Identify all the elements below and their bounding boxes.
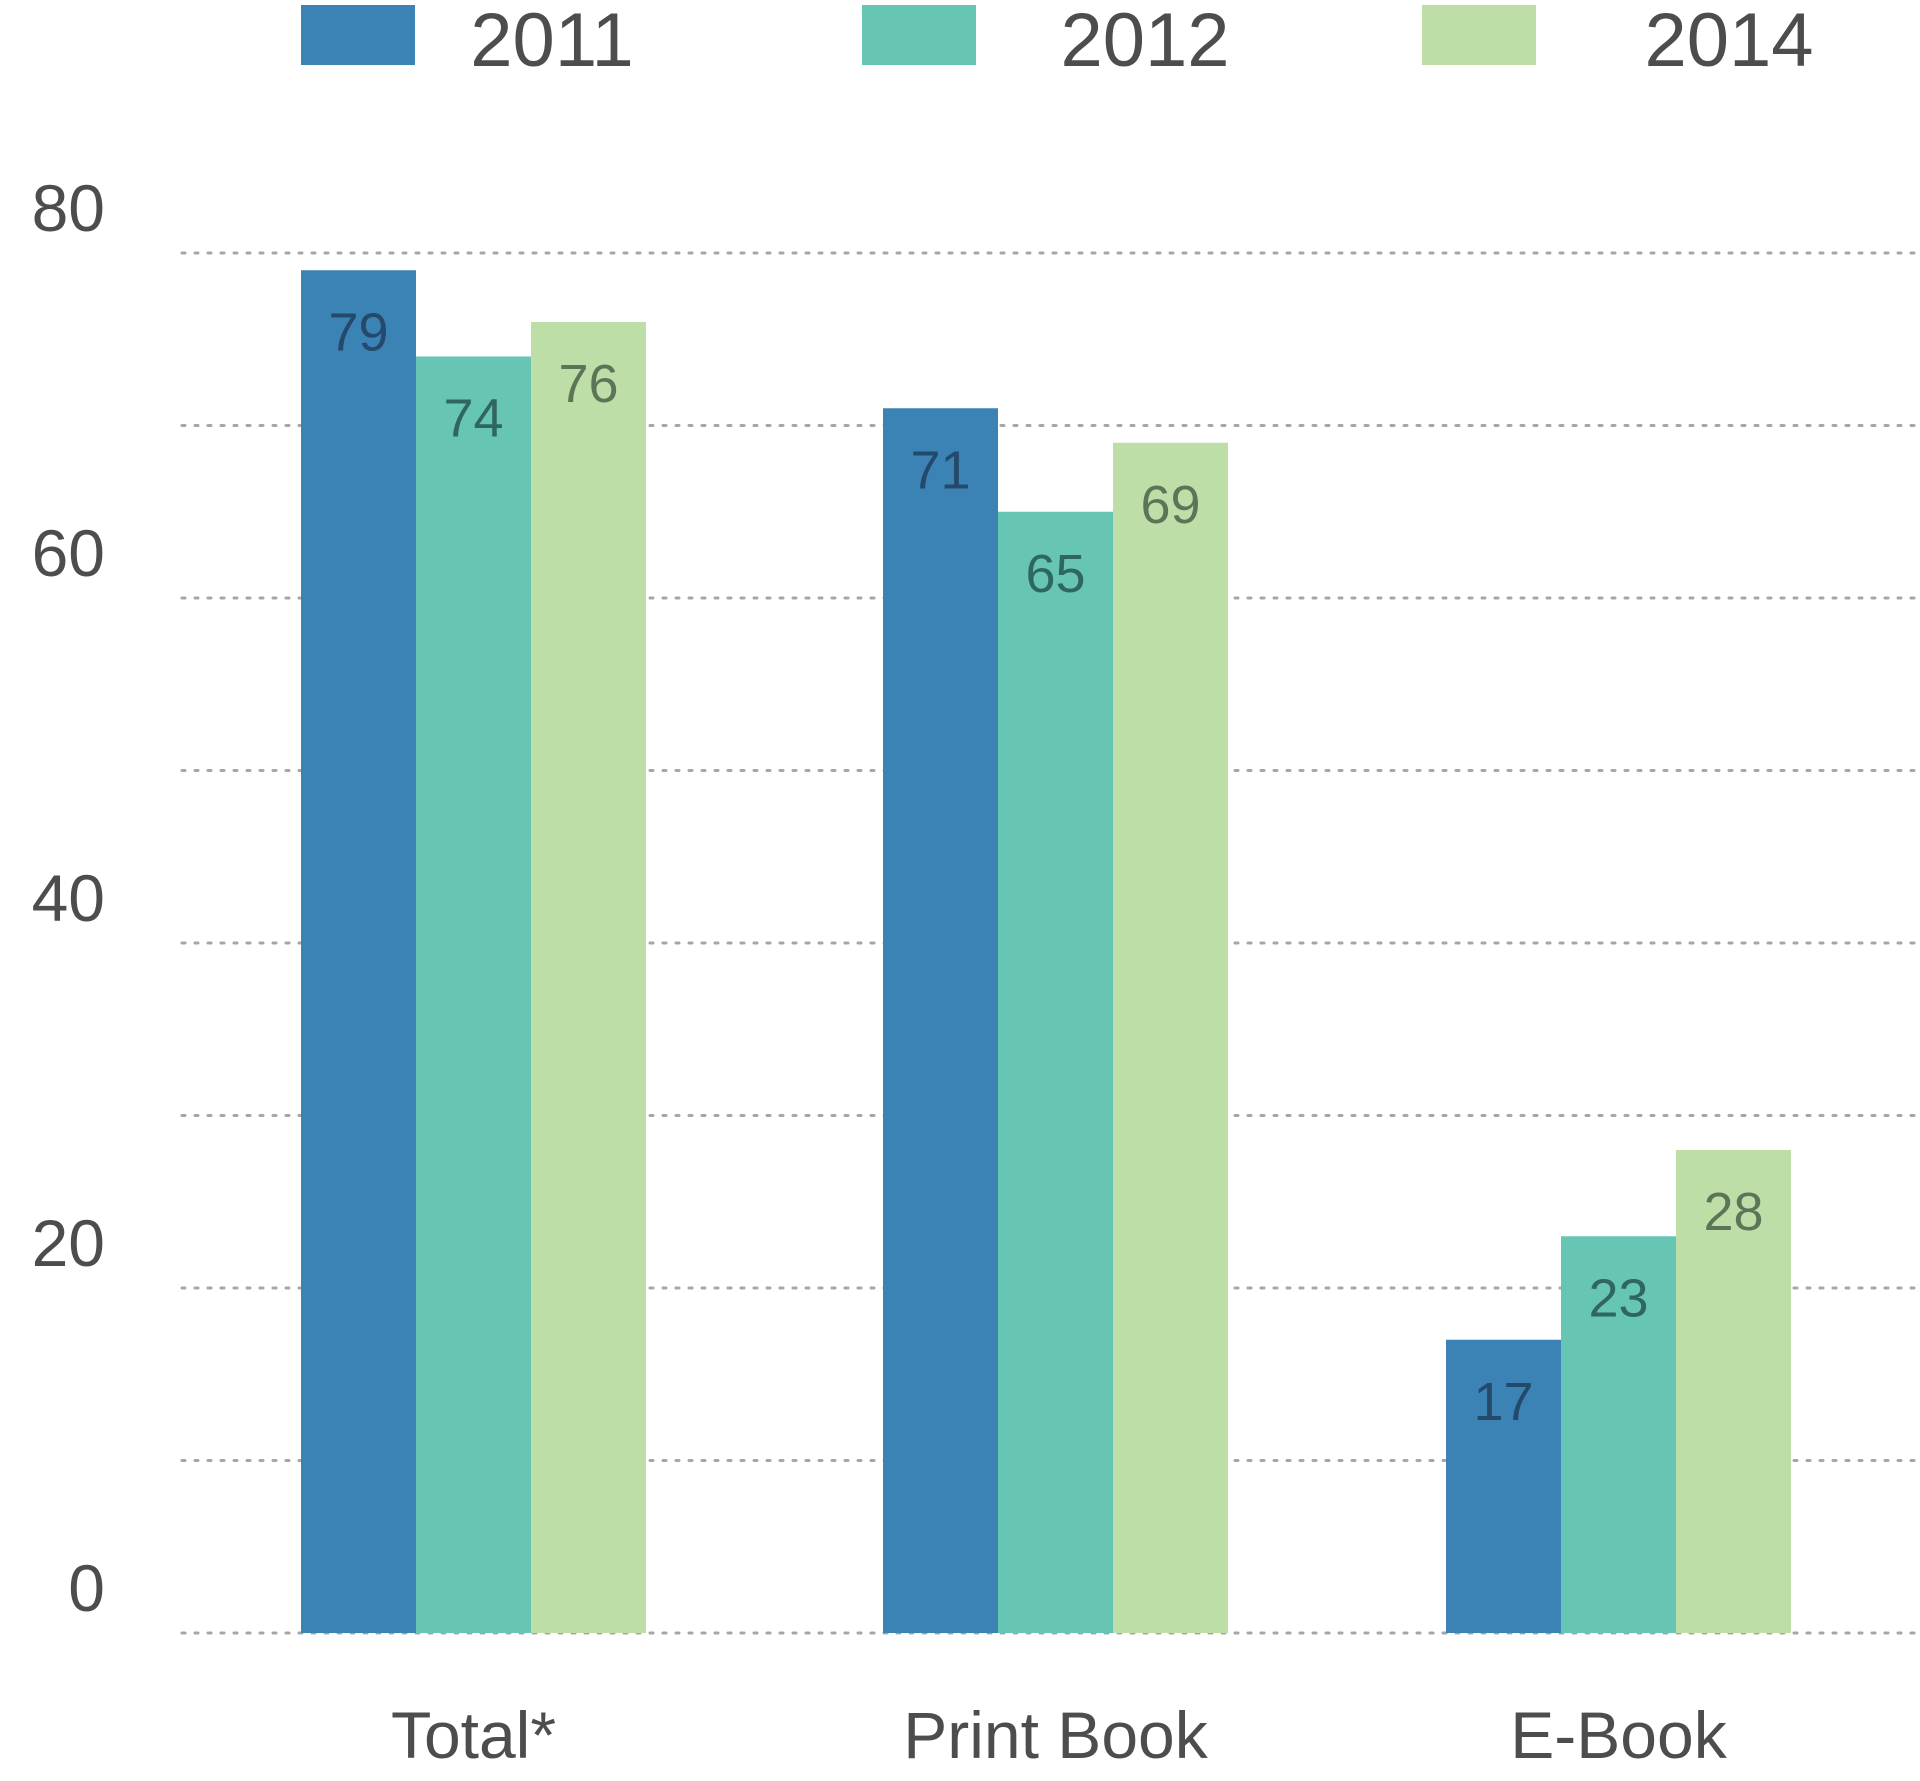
value-label-2011-2: 17	[1473, 1372, 1533, 1432]
bar-2011-1	[883, 408, 998, 1633]
legend-swatch-2011	[301, 5, 415, 65]
bar-2014-2	[1676, 1150, 1791, 1633]
legend-swatch-2014	[1422, 5, 1536, 65]
value-label-2012-0: 74	[443, 389, 503, 449]
x-category-label: Total*	[391, 1698, 556, 1772]
x-axis-categories: Total* Print Book E-Book	[391, 1698, 1728, 1772]
legend-label-2011: 2011	[470, 0, 633, 83]
bar-2012-1	[998, 511, 1113, 1633]
legend-label-2014: 2014	[1644, 0, 1813, 83]
y-tick-label: 60	[32, 516, 105, 590]
bars	[301, 270, 1791, 1633]
x-category-label: Print Book	[903, 1698, 1208, 1772]
value-label-2012-1: 65	[1025, 544, 1085, 604]
y-axis-ticks: 0 20 40 60 80	[32, 171, 105, 1625]
bar-2012-2	[1561, 1236, 1676, 1633]
legend-label-2012: 2012	[1060, 0, 1229, 83]
value-label-2011-0: 79	[328, 302, 388, 362]
bar-2014-0	[531, 322, 646, 1633]
bar-2011-2	[1446, 1339, 1561, 1633]
value-label-2014-1: 69	[1140, 475, 1200, 535]
y-tick-label: 0	[68, 1551, 105, 1625]
y-tick-label: 40	[32, 861, 105, 935]
bar-2014-1	[1113, 442, 1228, 1633]
legend: 2011 2012 2014	[301, 0, 1814, 83]
y-tick-label: 20	[32, 1206, 105, 1280]
value-label-2014-0: 76	[558, 354, 618, 414]
legend-swatch-2012	[862, 5, 976, 65]
value-label-2014-2: 28	[1703, 1182, 1763, 1242]
x-category-label: E-Book	[1510, 1698, 1727, 1772]
value-labels: 79 74 76 71 65 69 17 23 28	[328, 302, 1763, 1432]
bar-2011-0	[301, 270, 416, 1633]
value-label-2011-1: 71	[910, 440, 970, 500]
y-tick-label: 80	[32, 171, 105, 245]
bar-2012-0	[416, 356, 531, 1633]
value-label-2012-2: 23	[1588, 1268, 1648, 1328]
